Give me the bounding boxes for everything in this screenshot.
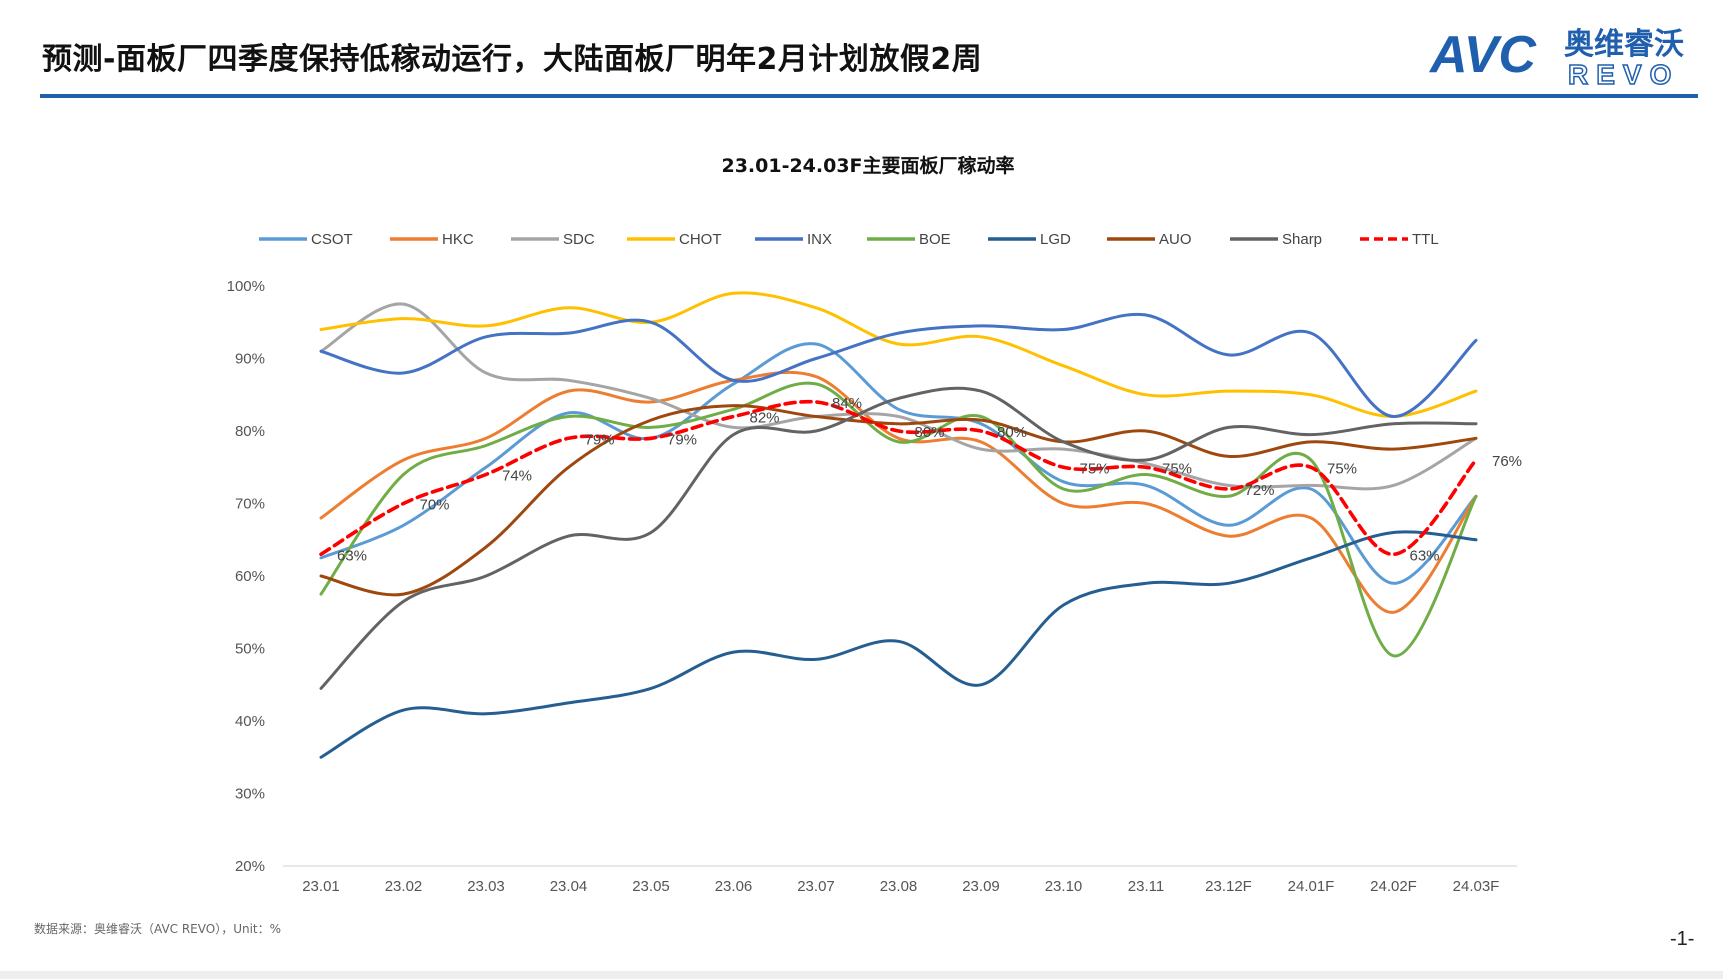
x-tick-label: 23.05 bbox=[632, 878, 670, 895]
source-note: 数据来源：奥维睿沃（AVC REVO），Unit：% bbox=[34, 922, 282, 936]
chart-axes: 100% 90% 80% 70% 60% 50% 40% 30% 20% 23.01 23.02 23… bbox=[227, 278, 1517, 895]
ttl-data-label: 63% bbox=[1410, 547, 1440, 564]
chart-data-labels: 63% 70% 74% 79% 79% 82% 84% 80% 80% 75% 75% 72% 75% 6… bbox=[337, 395, 1522, 564]
ttl-data-label: 70% bbox=[420, 497, 450, 514]
legend-label: CSOT bbox=[311, 231, 353, 248]
y-tick-label: 20% bbox=[235, 858, 265, 875]
chart-title: 23.01-24.03F主要面板厂稼动率 bbox=[721, 154, 1014, 177]
legend-label: CHOT bbox=[679, 231, 722, 248]
logo-brand-text: AVC bbox=[1428, 26, 1537, 84]
y-tick-label: 90% bbox=[235, 351, 265, 368]
legend-label: HKC bbox=[442, 231, 474, 248]
chart-legend: CSOT HKC SDC CHOT INX BOE LGD AUO Sharp TTL bbox=[259, 231, 1439, 248]
series-line-inx bbox=[319, 312, 1478, 419]
legend-label: INX bbox=[807, 231, 832, 248]
ttl-data-label: 63% bbox=[337, 547, 367, 564]
legend-item-inx: INX bbox=[755, 231, 832, 248]
ttl-data-label: 75% bbox=[1080, 460, 1110, 477]
legend-item-csot: CSOT bbox=[259, 231, 353, 248]
y-tick-label: 40% bbox=[235, 713, 265, 730]
legend-label: Sharp bbox=[1282, 231, 1322, 248]
page-title: 预测-面板厂四季度保持低稼动运行，大陆面板厂明年2月计划放假2周 bbox=[42, 42, 983, 77]
x-tick-label: 23.03 bbox=[467, 878, 505, 895]
ttl-data-label: 75% bbox=[1327, 460, 1357, 477]
series-line-sharp bbox=[319, 386, 1478, 690]
legend-item-ttl: TTL bbox=[1360, 231, 1439, 248]
y-tick-label: 50% bbox=[235, 641, 265, 658]
series-line-auo bbox=[319, 404, 1478, 597]
x-tick-label: 24.01F bbox=[1288, 878, 1335, 895]
logo-en-text: REVO bbox=[1568, 59, 1679, 88]
series-line-csot bbox=[319, 342, 1478, 585]
series-line-chot bbox=[319, 291, 1478, 419]
x-tick-label: 23.10 bbox=[1045, 878, 1083, 895]
ttl-data-label: 84% bbox=[832, 395, 862, 412]
x-tick-label: 23.12F bbox=[1205, 878, 1252, 895]
x-tick-label: 24.03F bbox=[1453, 878, 1500, 895]
x-tick-label: 23.01 bbox=[302, 878, 340, 895]
legend-item-hkc: HKC bbox=[390, 231, 474, 248]
ttl-data-label: 79% bbox=[585, 431, 615, 448]
legend-item-sdc: SDC bbox=[511, 231, 595, 248]
legend-item-auo: AUO bbox=[1107, 231, 1192, 248]
legend-label: BOE bbox=[919, 231, 951, 248]
y-tick-label: 70% bbox=[235, 496, 265, 513]
ttl-data-label: 75% bbox=[1162, 460, 1192, 477]
legend-label: LGD bbox=[1040, 231, 1071, 248]
ttl-data-label: 74% bbox=[502, 468, 532, 485]
x-tick-label: 23.08 bbox=[880, 878, 918, 895]
legend-item-chot: CHOT bbox=[627, 231, 722, 248]
x-tick-label: 23.07 bbox=[797, 878, 835, 895]
ttl-data-label: 82% bbox=[750, 410, 780, 427]
x-tick-label: 23.02 bbox=[385, 878, 423, 895]
series-line-sdc bbox=[319, 302, 1478, 491]
series-line-ttl bbox=[319, 399, 1478, 557]
chart-series bbox=[319, 291, 1478, 759]
ttl-data-label: 79% bbox=[667, 431, 697, 448]
ttl-data-label: 72% bbox=[1245, 482, 1275, 499]
legend-label: SDC bbox=[563, 231, 595, 248]
legend-item-sharp: Sharp bbox=[1230, 231, 1322, 248]
y-tick-label: 100% bbox=[227, 278, 265, 295]
avc-revo-logo: AVC 奥维睿沃 REVO bbox=[1428, 26, 1684, 88]
x-tick-label: 23.04 bbox=[550, 878, 588, 895]
title-divider bbox=[40, 94, 1698, 98]
legend-label: AUO bbox=[1159, 231, 1192, 248]
legend-item-lgd: LGD bbox=[988, 231, 1071, 248]
series-line-lgd bbox=[319, 530, 1478, 759]
x-tick-label: 23.11 bbox=[1128, 878, 1164, 895]
x-tick-label: 23.09 bbox=[962, 878, 1000, 895]
y-tick-label: 80% bbox=[235, 423, 265, 440]
x-tick-label: 23.06 bbox=[715, 878, 753, 895]
bottom-bar bbox=[0, 971, 1723, 979]
x-tick-label: 24.02F bbox=[1370, 878, 1417, 895]
legend-item-boe: BOE bbox=[867, 231, 951, 248]
ttl-data-label: 80% bbox=[915, 424, 945, 441]
legend-label: TTL bbox=[1412, 231, 1439, 248]
logo-cn-text: 奥维睿沃 bbox=[1564, 27, 1684, 62]
ttl-data-label: 76% bbox=[1492, 453, 1522, 470]
y-tick-label: 30% bbox=[235, 786, 265, 803]
page-number: -1- bbox=[1670, 928, 1695, 950]
y-tick-label: 60% bbox=[235, 568, 265, 585]
ttl-data-label: 80% bbox=[997, 424, 1027, 441]
